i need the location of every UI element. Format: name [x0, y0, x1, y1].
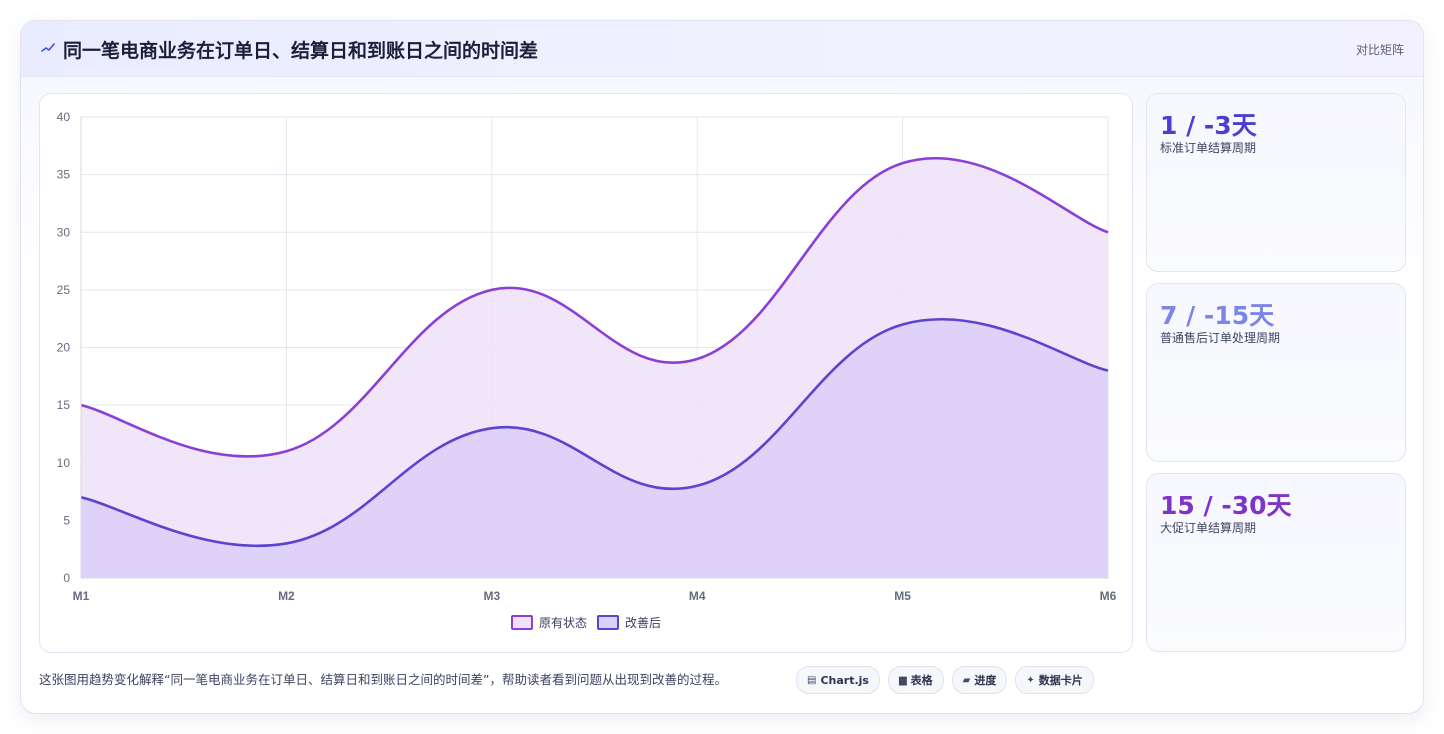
chip-table[interactable]: ▆ 表格 [887, 666, 944, 694]
chip-progress[interactable]: ▰ 进度 [951, 666, 1008, 694]
x-tick-label: M5 [894, 589, 911, 603]
chart-panel: 0 5 10 15 20 25 30 35 40 M1 M2 M3 M4 M5 M6 原有状态 改善后 [39, 93, 1133, 653]
stat-value: 1 / -3天 [1160, 111, 1257, 140]
card-header: 同一笔电商业务在订单日、结算日和到账日之间的时间差 对比矩阵 [21, 21, 1423, 77]
stat-card-standard: 1 / -3天 标准订单结算周期 [1146, 93, 1406, 272]
x-tick-label: M6 [1100, 589, 1117, 603]
chip-chartjs[interactable]: ▤ Chart.js [796, 666, 880, 694]
series-line-1 [80, 318, 1109, 548]
chip-data-card[interactable]: ✦ 数据卡片 [1015, 666, 1094, 694]
y-tick-label: 35 [57, 168, 71, 182]
x-tick-label: M2 [278, 589, 295, 603]
y-tick-label: 30 [57, 225, 71, 239]
stat-value: 7 / -15天 [1160, 301, 1275, 330]
stat-label: 标准订单结算周期 [1160, 141, 1257, 155]
area-chart: 0 5 10 15 20 25 30 35 40 M1 M2 M3 M4 M5 M6 [57, 110, 1117, 603]
legend-item-improved[interactable]: 改善后 [597, 614, 661, 631]
stat-value: 15 / -30天 [1160, 491, 1292, 520]
x-tick-label: M1 [73, 589, 90, 603]
chip-label: Chart.js [820, 673, 869, 687]
series-area-1 [81, 319, 1108, 578]
chart-caption: 这张图用趋势变化解释“同一笔电商业务在订单日、结算日和到账日之间的时间差”，帮助… [39, 672, 727, 687]
sparkline-icon [41, 43, 55, 52]
legend-label-improved: 改善后 [625, 616, 662, 630]
stat-card-after-sales: 7 / -15天 普通售后订单处理周期 [1146, 283, 1406, 462]
page-title: 同一笔电商业务在订单日、结算日和到账日之间的时间差 [63, 40, 539, 62]
y-tick-label: 40 [57, 110, 71, 124]
y-tick-label: 5 [63, 513, 70, 527]
legend-swatch-improved [597, 615, 619, 630]
x-tick-label: M4 [689, 589, 706, 603]
view-mode-label[interactable]: 对比矩阵 [1355, 43, 1404, 57]
stat-label: 普通售后订单处理周期 [1160, 331, 1281, 345]
stat-label: 大促订单结算周期 [1160, 521, 1257, 535]
x-tick-label: M3 [483, 589, 500, 603]
y-tick-label: 15 [57, 398, 71, 412]
legend-label-original: 原有状态 [538, 616, 587, 630]
y-tick-label: 20 [57, 341, 71, 355]
y-tick-label: 25 [57, 283, 71, 297]
tag-list: ▤ Chart.js ▆ 表格 ▰ 进度 ✦ 数据卡片 [796, 666, 1094, 694]
legend-swatch-original [510, 615, 533, 630]
chart-legend: 原有状态 改善后 [40, 614, 1132, 631]
legend-item-original[interactable]: 原有状态 [510, 614, 587, 631]
y-tick-label: 10 [57, 456, 71, 470]
chart-icon: ▤ [807, 674, 817, 686]
chip-label: 数据卡片 [1038, 674, 1083, 687]
chart-card: 同一笔电商业务在订单日、结算日和到账日之间的时间差 对比矩阵 0 5 10 15 20 2… [20, 20, 1424, 714]
chip-label: 进度 [974, 674, 997, 687]
stat-card-promotion: 15 / -30天 大促订单结算周期 [1146, 473, 1406, 652]
series-line-0 [80, 156, 1109, 458]
table-icon: ▆ [898, 674, 907, 686]
data-card-icon: ✦ [1026, 674, 1035, 686]
y-tick-label: 0 [63, 571, 70, 585]
progress-icon: ▰ [962, 674, 971, 686]
chip-label: 表格 [910, 674, 933, 687]
